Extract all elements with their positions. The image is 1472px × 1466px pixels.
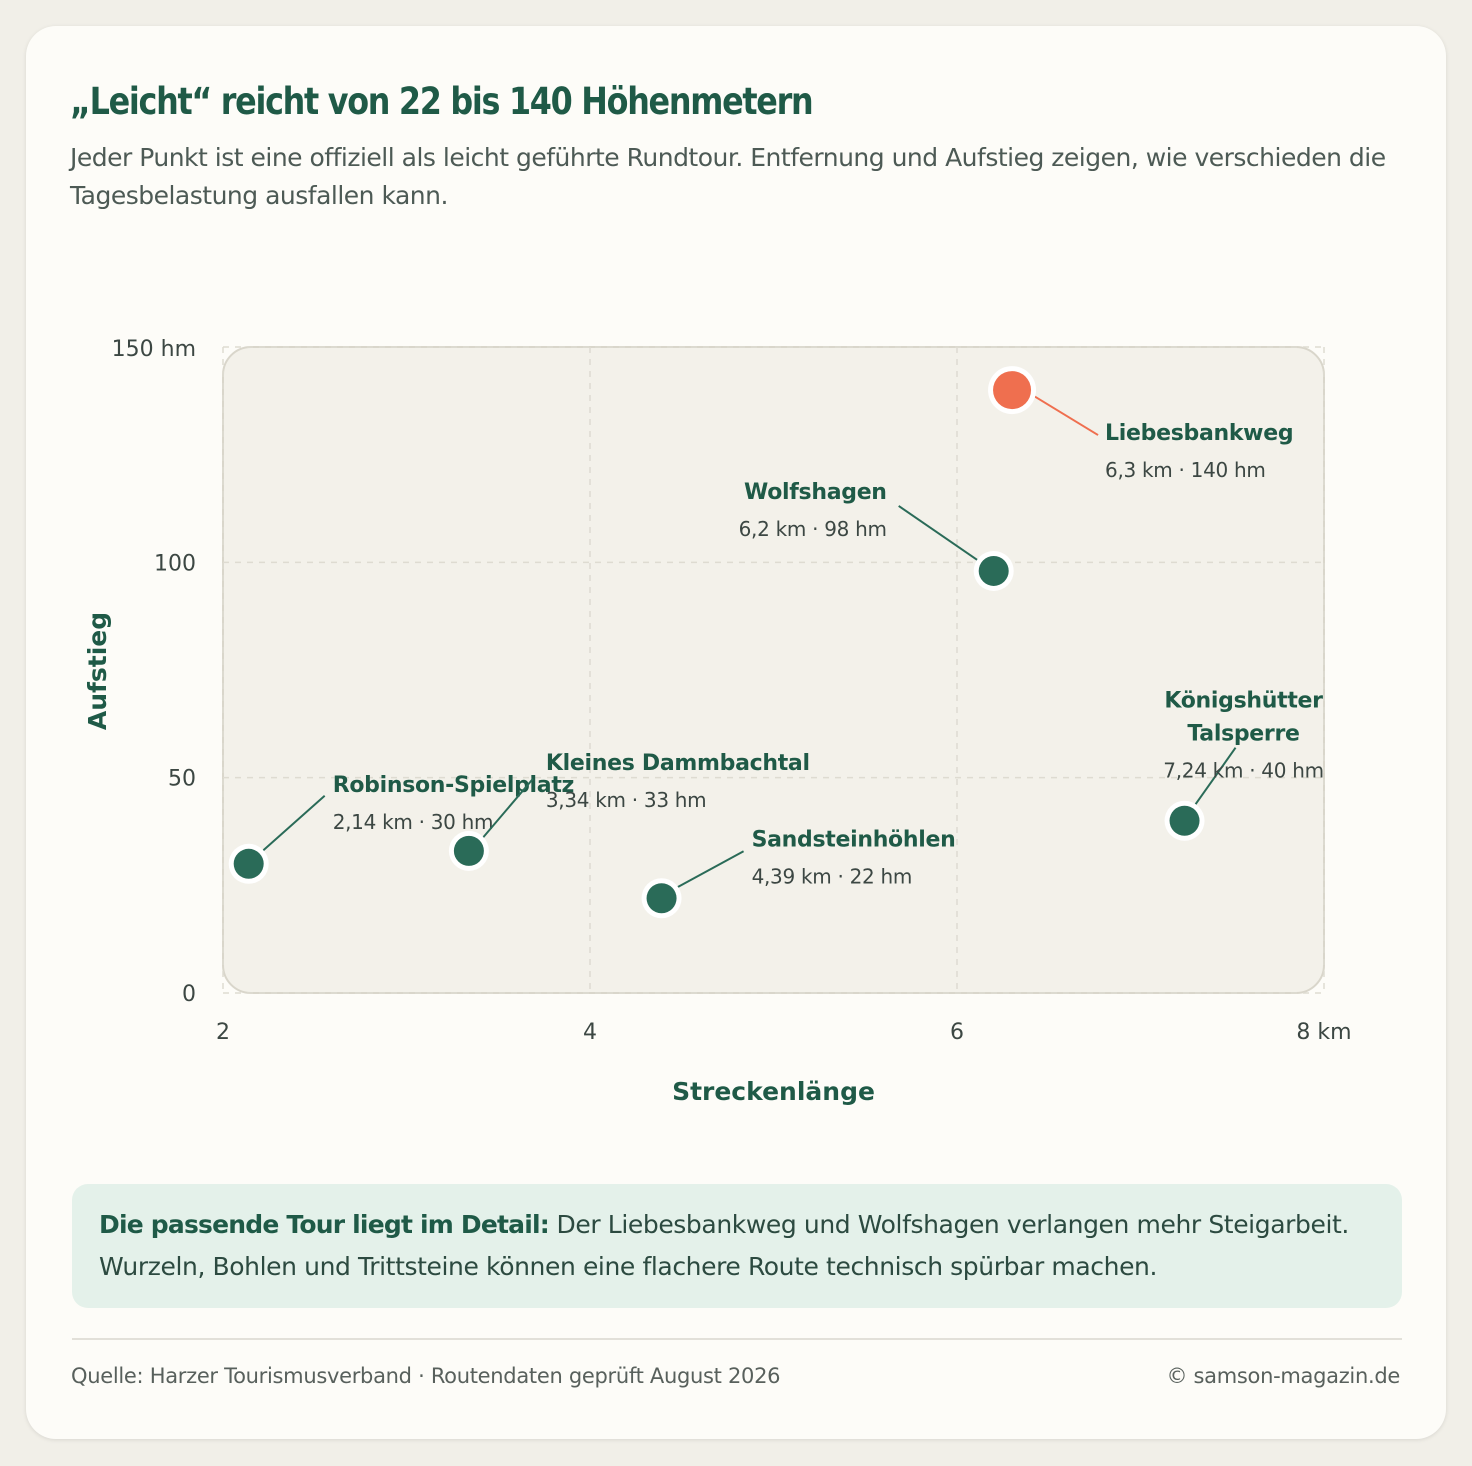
point-detail: 6,2 km · 98 hm <box>739 517 887 541</box>
data-point <box>453 835 484 866</box>
data-point <box>1169 805 1200 836</box>
y-tick-label: 100 <box>154 551 196 576</box>
y-tick-label: 0 <box>182 982 196 1007</box>
leader-line <box>481 778 534 840</box>
point-label: Talsperre <box>1187 722 1299 747</box>
leader-line <box>675 850 745 890</box>
callout-text: Die passende Tour liegt im Detail: Der L… <box>99 1204 1379 1288</box>
chart-subtitle: Jeder Punkt ist eine offiziell als leich… <box>70 143 1386 210</box>
leader-line <box>1033 395 1099 436</box>
x-tick-label: 4 <box>583 1020 597 1045</box>
data-point <box>978 555 1009 586</box>
callout-lead: Die passende Tour liegt im Detail: <box>99 1210 550 1239</box>
scatter-chart: 2 4 6 8 km 0 50 100 150 hm Streckenlänge Aufstieg… <box>83 337 1352 1106</box>
y-tick-label: 150 hm <box>112 337 196 362</box>
data-point <box>993 371 1032 410</box>
chart-title: „Leicht“ reicht von 22 bis 140 Höhenmete… <box>70 80 814 123</box>
copyright-credit: © samson-magazin.de <box>1166 1364 1400 1388</box>
point-label: Sandsteinhöhlen <box>752 827 956 852</box>
data-point <box>233 848 264 879</box>
point-detail: 4,39 km · 22 hm <box>752 864 913 888</box>
footer-divider <box>72 1338 1402 1340</box>
x-tick-label: 6 <box>950 1020 964 1045</box>
point-detail: 3,34 km · 33 hm <box>546 788 707 812</box>
leader-line <box>1193 747 1237 807</box>
point-detail: 2,14 km · 30 hm <box>333 810 494 834</box>
insight-callout: Die passende Tour liegt im Detail: Der L… <box>72 1184 1402 1308</box>
point-label: Königshütter <box>1164 689 1323 714</box>
point-label: Robinson-Spielplatz <box>333 773 574 798</box>
chart-card: „Leicht“ reicht von 22 bis 140 Höhenmete… <box>26 26 1446 1439</box>
callout-body: Der Liebesbankweg und Wolfshagen verlang… <box>99 1210 1349 1281</box>
source-note: Quelle: Harzer Tourismusverband · Routen… <box>71 1364 781 1388</box>
x-tick-label: 2 <box>216 1020 230 1045</box>
data-point <box>646 883 677 914</box>
y-axis-title: Aufstieg <box>83 612 112 730</box>
point-detail: 6,3 km · 140 hm <box>1105 458 1266 482</box>
plot-area <box>222 346 1325 994</box>
point-label: Kleines Dammbachtal <box>546 751 810 776</box>
point-detail: 7,24 km · 40 hm <box>1163 759 1324 783</box>
leader-line <box>898 505 980 562</box>
x-tick-label: 8 km <box>1296 1020 1351 1045</box>
x-axis-title: Streckenlänge <box>672 1077 875 1106</box>
leader-line <box>261 795 326 853</box>
y-tick-label: 50 <box>168 767 196 792</box>
point-label: Wolfshagen <box>744 480 887 505</box>
point-label: Liebesbankweg <box>1105 421 1293 446</box>
